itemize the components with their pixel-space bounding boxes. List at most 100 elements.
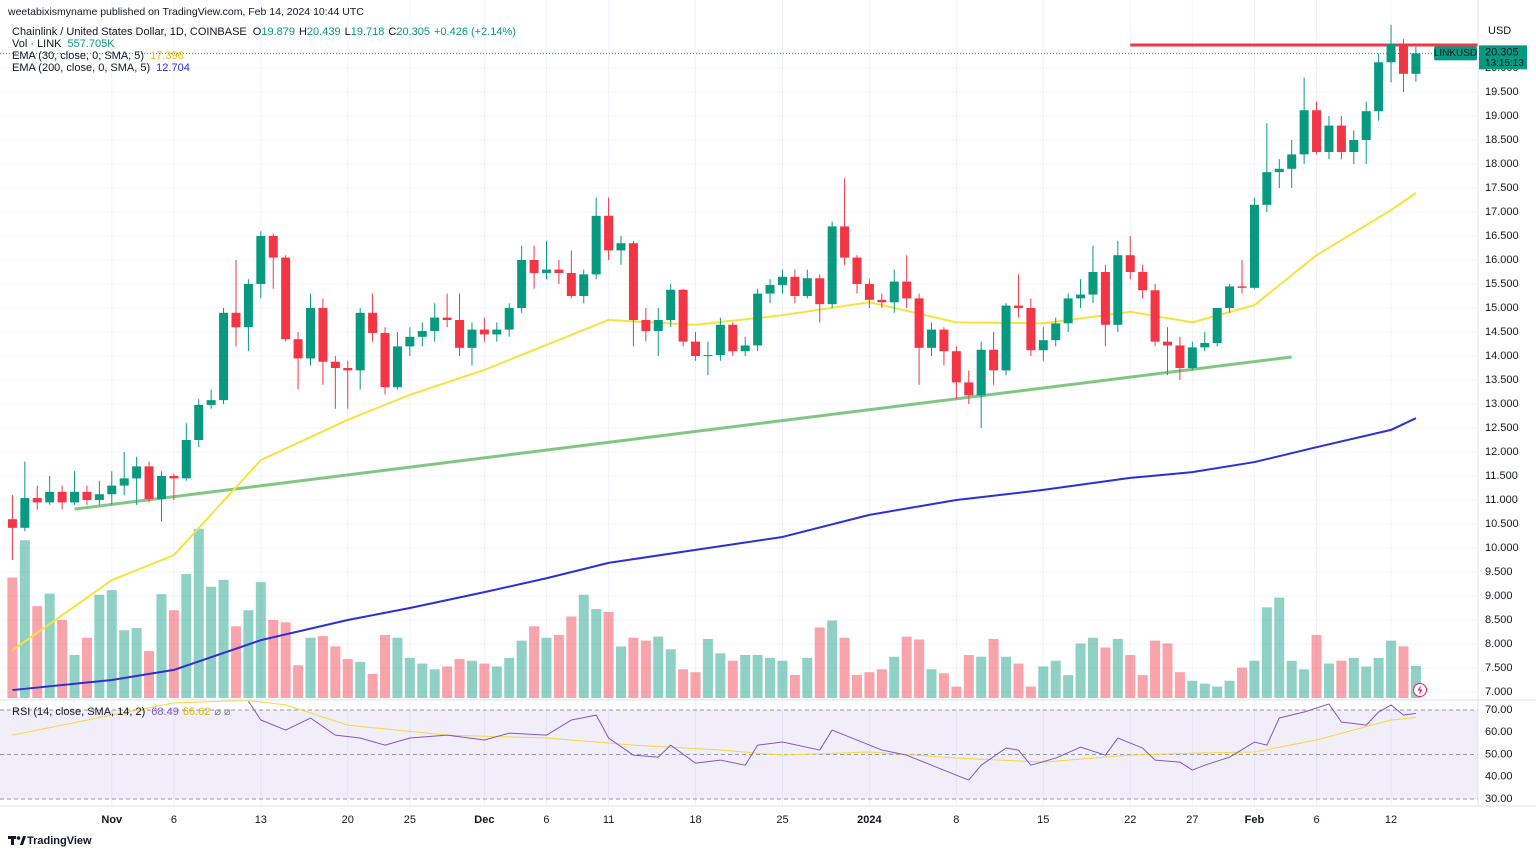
candle-body xyxy=(1237,286,1247,288)
y-tick-label: 9.500 xyxy=(1485,566,1513,578)
y-tick-label: 12.500 xyxy=(1485,422,1519,434)
volume-bar xyxy=(218,579,229,698)
icon: ⌀ ⌀ xyxy=(214,706,231,718)
volume-bar xyxy=(976,656,987,698)
volume-bar xyxy=(1162,643,1173,698)
volume-bar xyxy=(330,646,341,698)
candle-body xyxy=(1150,290,1160,342)
volume-bar xyxy=(1410,666,1421,698)
candle-body xyxy=(864,283,874,300)
x-tick-label: Dec xyxy=(474,814,494,826)
rsi-tick-label: 50.00 xyxy=(1485,748,1513,760)
candle-body xyxy=(964,382,974,396)
candle-body xyxy=(1374,62,1384,112)
volume-bar xyxy=(193,528,204,698)
candle-body xyxy=(306,307,316,359)
volume-bar xyxy=(342,658,353,698)
volume-bar xyxy=(206,586,217,698)
x-tick-label: 25 xyxy=(776,814,788,826)
candle-body xyxy=(343,367,353,371)
rsi-tick-label: 40.00 xyxy=(1485,771,1513,783)
volume-bar xyxy=(914,639,925,698)
candle-body xyxy=(82,491,92,500)
volume-bar xyxy=(305,637,316,698)
volume-bar xyxy=(1249,660,1260,698)
candle-body xyxy=(1100,271,1110,325)
y-tick-label: 14.500 xyxy=(1485,326,1519,338)
volume-bar xyxy=(814,627,825,698)
volume-bar xyxy=(1224,680,1235,698)
volume-bar xyxy=(355,661,366,698)
value: 17.396 xyxy=(150,50,184,62)
candle-body xyxy=(1225,286,1235,308)
candle-body xyxy=(256,235,266,284)
candle-body xyxy=(380,332,390,388)
y-tick-label: 18.500 xyxy=(1485,134,1519,146)
rsi-tick-label: 30.00 xyxy=(1485,793,1513,805)
candle-body xyxy=(281,257,291,340)
candle-body xyxy=(20,498,30,528)
x-tick-label: 18 xyxy=(689,814,701,826)
volume-bar xyxy=(7,577,18,698)
y-tick-label: 16.500 xyxy=(1485,230,1519,242)
volume-bar xyxy=(44,593,55,698)
candle-body xyxy=(479,329,489,335)
candle-body xyxy=(517,259,527,308)
candle-body xyxy=(1063,298,1073,324)
candle-body xyxy=(355,312,365,371)
volume-bar xyxy=(938,673,949,698)
volume-bar xyxy=(616,646,627,698)
x-tick-label: Nov xyxy=(101,814,123,826)
volume-bar xyxy=(1187,680,1198,698)
price-pane xyxy=(0,24,1478,698)
candle-body xyxy=(1138,271,1148,291)
volume-bar xyxy=(392,637,403,698)
volume-bar xyxy=(479,663,490,698)
value: 557.705K xyxy=(68,38,116,50)
volume-bar xyxy=(1361,666,1372,698)
candle-body xyxy=(94,494,104,500)
candle-body xyxy=(1051,323,1061,341)
volume-bar xyxy=(1398,646,1409,698)
y-tick-label: 17.500 xyxy=(1485,182,1519,194)
candle-body xyxy=(1001,305,1011,371)
y-tick-label: 14.000 xyxy=(1485,350,1519,362)
volume-bar xyxy=(57,619,68,698)
candle-body xyxy=(840,226,850,258)
volume-bar xyxy=(678,669,689,698)
volume-bar xyxy=(1274,597,1285,698)
volume-bar xyxy=(839,637,850,698)
rsi-sma-line xyxy=(12,700,1416,763)
y-tick-label: 18.000 xyxy=(1485,158,1519,170)
candle-body xyxy=(815,278,825,305)
grid xyxy=(0,0,1478,806)
y-tick-label: 15.500 xyxy=(1485,278,1519,290)
candle-body xyxy=(1386,43,1396,63)
candle-body xyxy=(1162,341,1172,346)
volume-bar xyxy=(1348,657,1359,698)
x-tick-label: Feb xyxy=(1245,814,1265,826)
y-tick-label: 15.000 xyxy=(1485,302,1519,314)
candle-body xyxy=(57,491,67,503)
logo-part xyxy=(20,836,26,845)
candle-body xyxy=(318,307,328,362)
x-tick-label: 8 xyxy=(953,814,959,826)
published: weetabixismyname published on TradingVie… xyxy=(7,6,364,18)
candle-body xyxy=(777,276,787,285)
symbol-tag xyxy=(1434,46,1477,61)
label: EMA (30, close, 0, SMA, 5) xyxy=(12,50,144,62)
footer: TradingView xyxy=(8,835,92,847)
volume-bar xyxy=(541,637,552,698)
volume-bar xyxy=(1025,686,1036,698)
volume-bar xyxy=(864,672,875,698)
candle-body xyxy=(492,329,502,335)
candle-body xyxy=(728,324,738,352)
volume-bar xyxy=(1075,643,1086,698)
volume-bar xyxy=(1373,657,1384,698)
volume-bar xyxy=(94,594,105,698)
candle-body xyxy=(169,475,179,479)
volume-bar xyxy=(32,606,43,698)
key: H xyxy=(299,26,307,38)
candle-body xyxy=(1175,345,1185,368)
